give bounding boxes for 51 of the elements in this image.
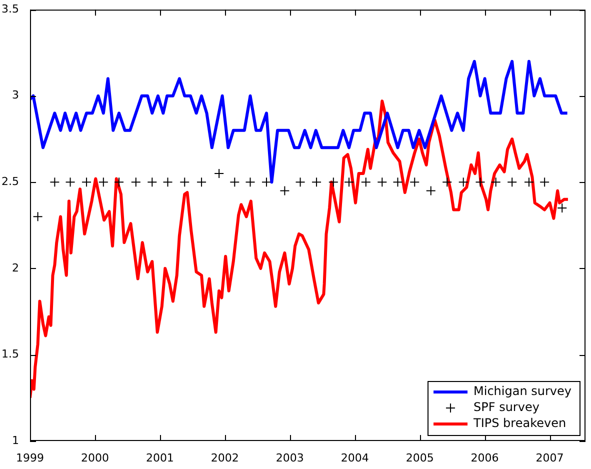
point <box>32 212 43 222</box>
point <box>180 177 190 188</box>
point <box>458 177 468 188</box>
y-tick-label: 3.5 <box>2 2 19 16</box>
point <box>147 177 158 188</box>
legend-label: Michigan survey <box>474 384 572 398</box>
point <box>196 177 207 188</box>
point <box>214 168 224 179</box>
y-tick-label: 1.5 <box>2 348 19 361</box>
x-tick-label: 2000 <box>80 451 109 464</box>
point <box>98 177 108 188</box>
point <box>65 177 76 188</box>
x-tick-label: 2001 <box>146 451 174 464</box>
point <box>230 177 240 188</box>
legend-label: SPF survey <box>474 400 540 414</box>
point <box>162 177 173 188</box>
point <box>245 177 256 188</box>
point <box>377 177 388 188</box>
x-tick-label: 2005 <box>406 451 434 464</box>
point <box>295 177 306 188</box>
point <box>344 177 354 188</box>
y-tick-label: 3 <box>12 88 19 102</box>
y-tick-label: 2.5 <box>2 175 19 188</box>
x-tick-label: 2006 <box>470 451 499 464</box>
point <box>114 177 124 188</box>
point <box>426 186 436 196</box>
x-tick-label: 2004 <box>340 451 369 464</box>
point <box>475 177 486 188</box>
point <box>392 177 403 188</box>
y-tick-label: 2 <box>12 261 19 274</box>
point <box>82 177 92 188</box>
legend-label: TIPS breakeven <box>472 416 566 430</box>
x-tick-label: 2002 <box>210 451 239 464</box>
point <box>312 177 322 188</box>
point <box>507 177 518 188</box>
point <box>328 177 338 188</box>
point <box>410 177 420 188</box>
point <box>360 177 371 188</box>
point <box>130 177 141 188</box>
x-tick-label: 2003 <box>276 451 304 464</box>
point <box>540 177 550 188</box>
point <box>490 177 501 188</box>
x-tick-label: 1999 <box>16 451 44 464</box>
point <box>261 177 272 188</box>
point <box>524 177 534 188</box>
y-tick-label: 1 <box>12 434 19 447</box>
point <box>557 203 568 214</box>
x-tick-label: 2007 <box>536 451 564 464</box>
point <box>442 177 452 188</box>
point <box>280 186 290 196</box>
point <box>50 177 60 188</box>
